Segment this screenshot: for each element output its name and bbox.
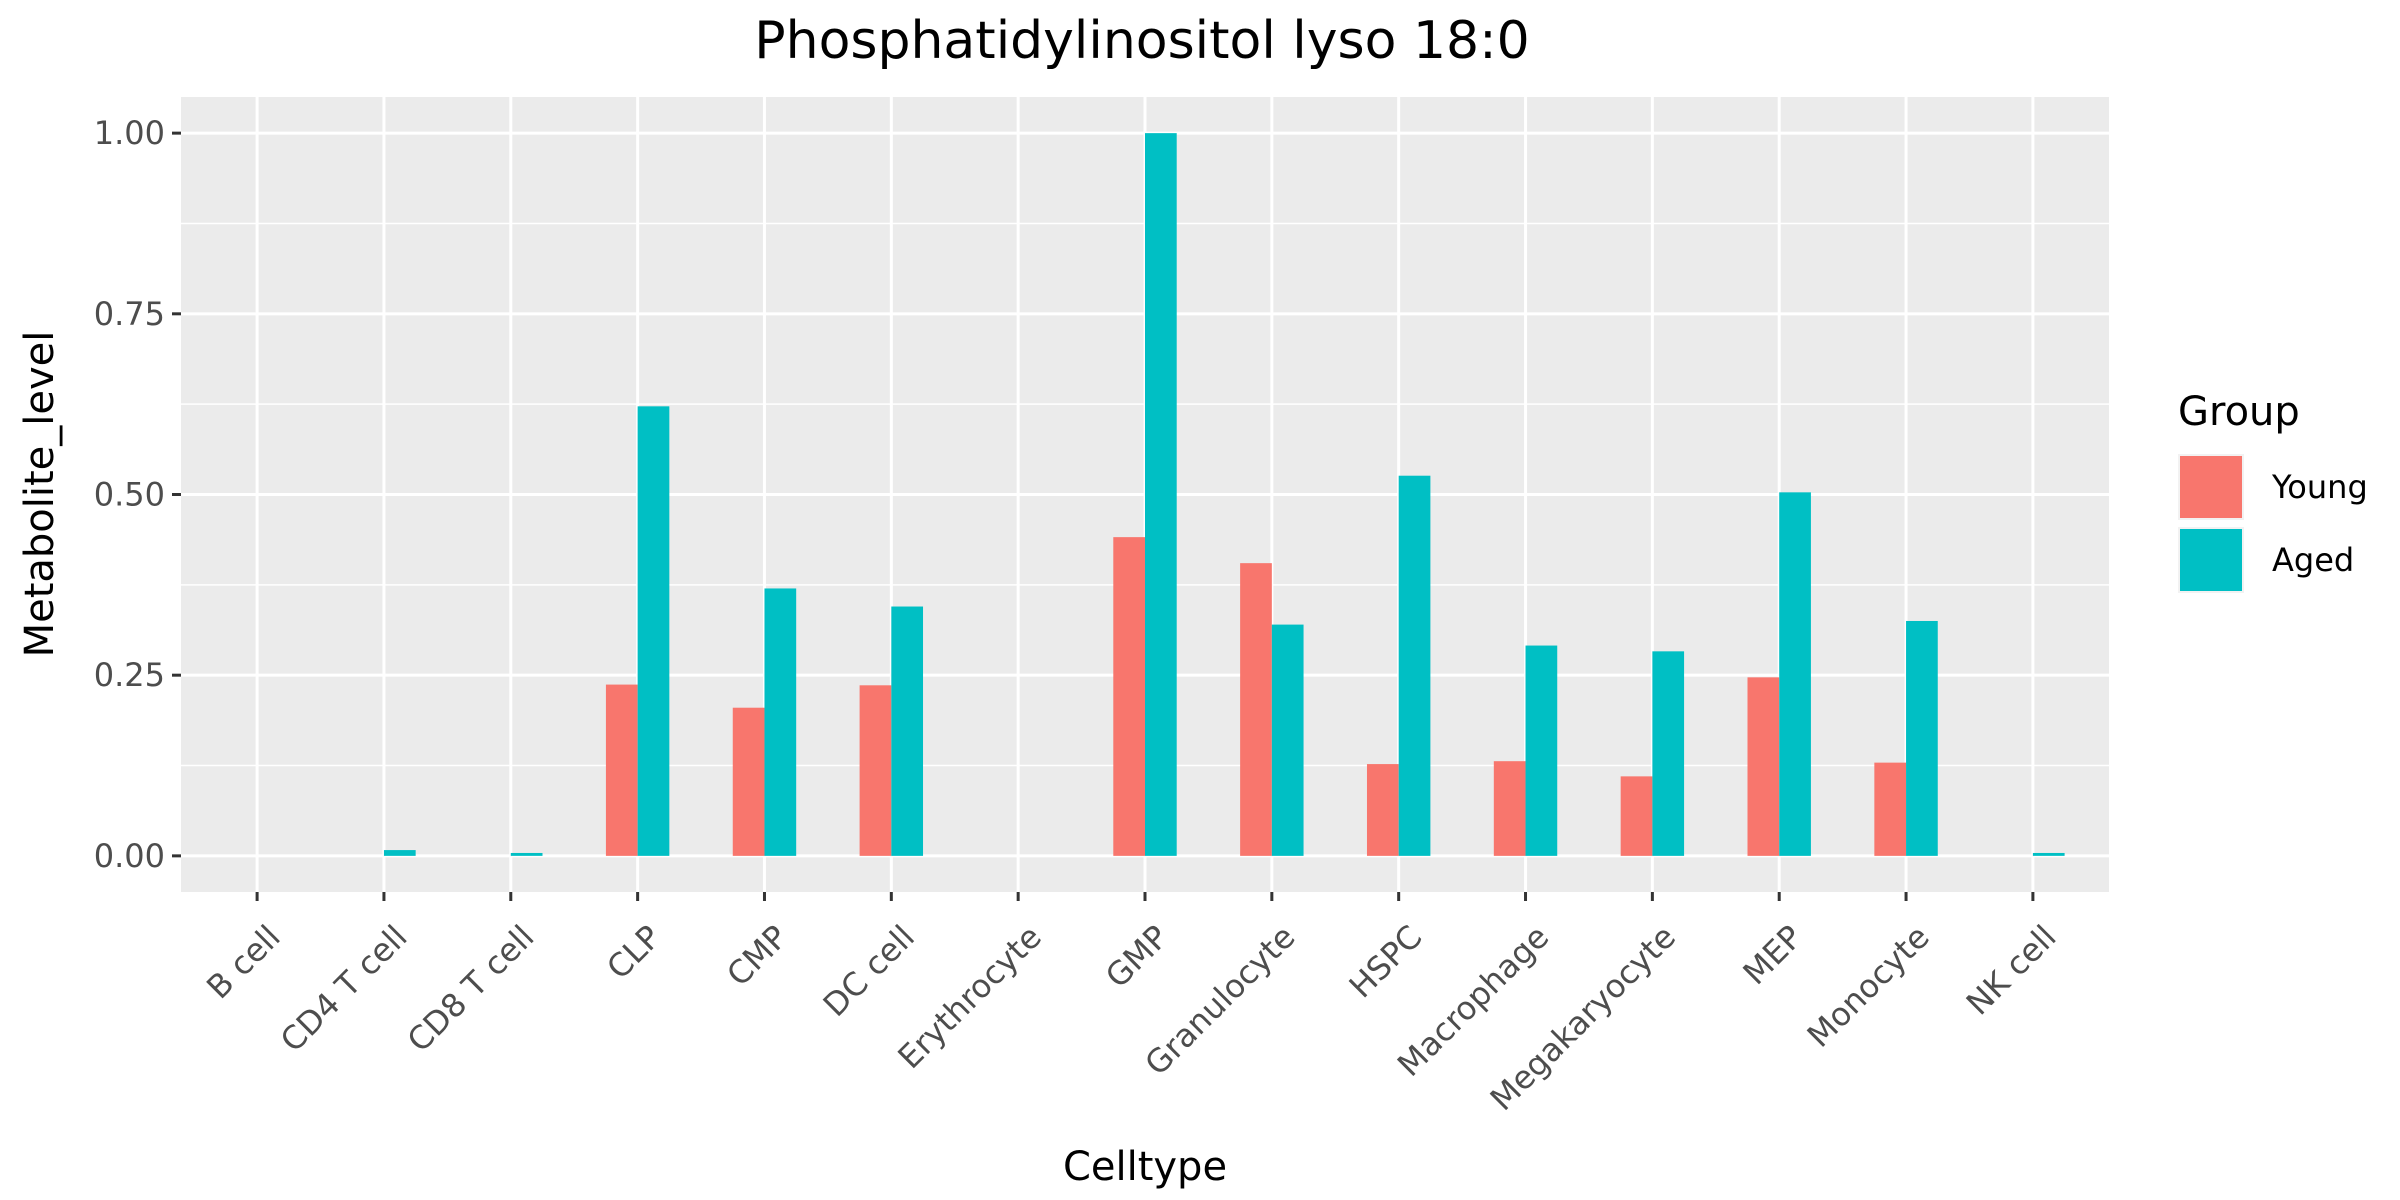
bar-aged bbox=[2032, 852, 2065, 856]
bar-young bbox=[732, 707, 765, 856]
bar-young bbox=[1747, 677, 1780, 856]
bar-aged bbox=[510, 852, 543, 856]
y-tick-label: 0.25 bbox=[94, 656, 165, 694]
bar-young bbox=[1113, 537, 1145, 856]
bar-aged bbox=[1398, 475, 1431, 856]
bar-young bbox=[1240, 563, 1272, 856]
bar-young bbox=[1493, 761, 1526, 856]
y-tick-label: 1.00 bbox=[94, 114, 165, 152]
x-tick-label: CLP bbox=[599, 918, 668, 987]
bar-young bbox=[859, 685, 892, 856]
y-tick-label: 0.75 bbox=[94, 295, 165, 333]
x-tick-label: Monocyte bbox=[1800, 918, 1937, 1055]
bar-aged bbox=[383, 850, 416, 856]
bar-aged bbox=[1779, 492, 1811, 856]
x-tick-label: DC cell bbox=[816, 918, 922, 1024]
y-tick-label: 0.50 bbox=[94, 476, 165, 514]
bar-young bbox=[1366, 764, 1399, 856]
bar-young bbox=[1874, 762, 1907, 856]
x-tick-label: CMP bbox=[719, 918, 795, 994]
chart-title: Phosphatidylinositol lyso 18:0 bbox=[754, 11, 1529, 71]
y-axis: 0.00 0.25 0.50 0.75 1.00 bbox=[94, 114, 181, 875]
legend-key-young bbox=[2180, 456, 2242, 518]
x-axis-title: Celltype bbox=[1063, 1144, 1227, 1190]
bar-aged bbox=[1525, 645, 1558, 856]
bar-aged bbox=[1652, 651, 1685, 856]
bar-aged bbox=[1271, 624, 1304, 856]
bars bbox=[383, 133, 2065, 856]
legend-title: Group bbox=[2178, 389, 2300, 435]
y-axis-title: Metabolite_level bbox=[17, 331, 63, 658]
bar-aged bbox=[1906, 620, 1938, 856]
x-tick-label: NK cell bbox=[1959, 918, 2064, 1023]
legend-label-young: Young bbox=[2271, 468, 2368, 506]
x-tick-label: B cell bbox=[199, 918, 288, 1007]
legend: Group Young Aged bbox=[2178, 389, 2368, 593]
bar-young bbox=[1620, 776, 1653, 856]
bar-aged bbox=[764, 588, 797, 856]
bar-young bbox=[605, 684, 638, 856]
legend-key-aged bbox=[2180, 529, 2242, 591]
x-tick-label: HSPC bbox=[1342, 918, 1430, 1006]
bar-aged bbox=[637, 406, 670, 856]
x-tick-label: CD8 T cell bbox=[400, 918, 542, 1060]
legend-label-aged: Aged bbox=[2272, 541, 2354, 579]
x-tick-label: CD4 T cell bbox=[273, 918, 415, 1060]
x-tick-label: MEP bbox=[1736, 918, 1810, 992]
y-tick-label: 0.00 bbox=[94, 837, 165, 875]
bar-aged bbox=[891, 606, 924, 856]
x-tick-label: GMP bbox=[1098, 918, 1176, 996]
bar-aged bbox=[1145, 133, 1177, 856]
